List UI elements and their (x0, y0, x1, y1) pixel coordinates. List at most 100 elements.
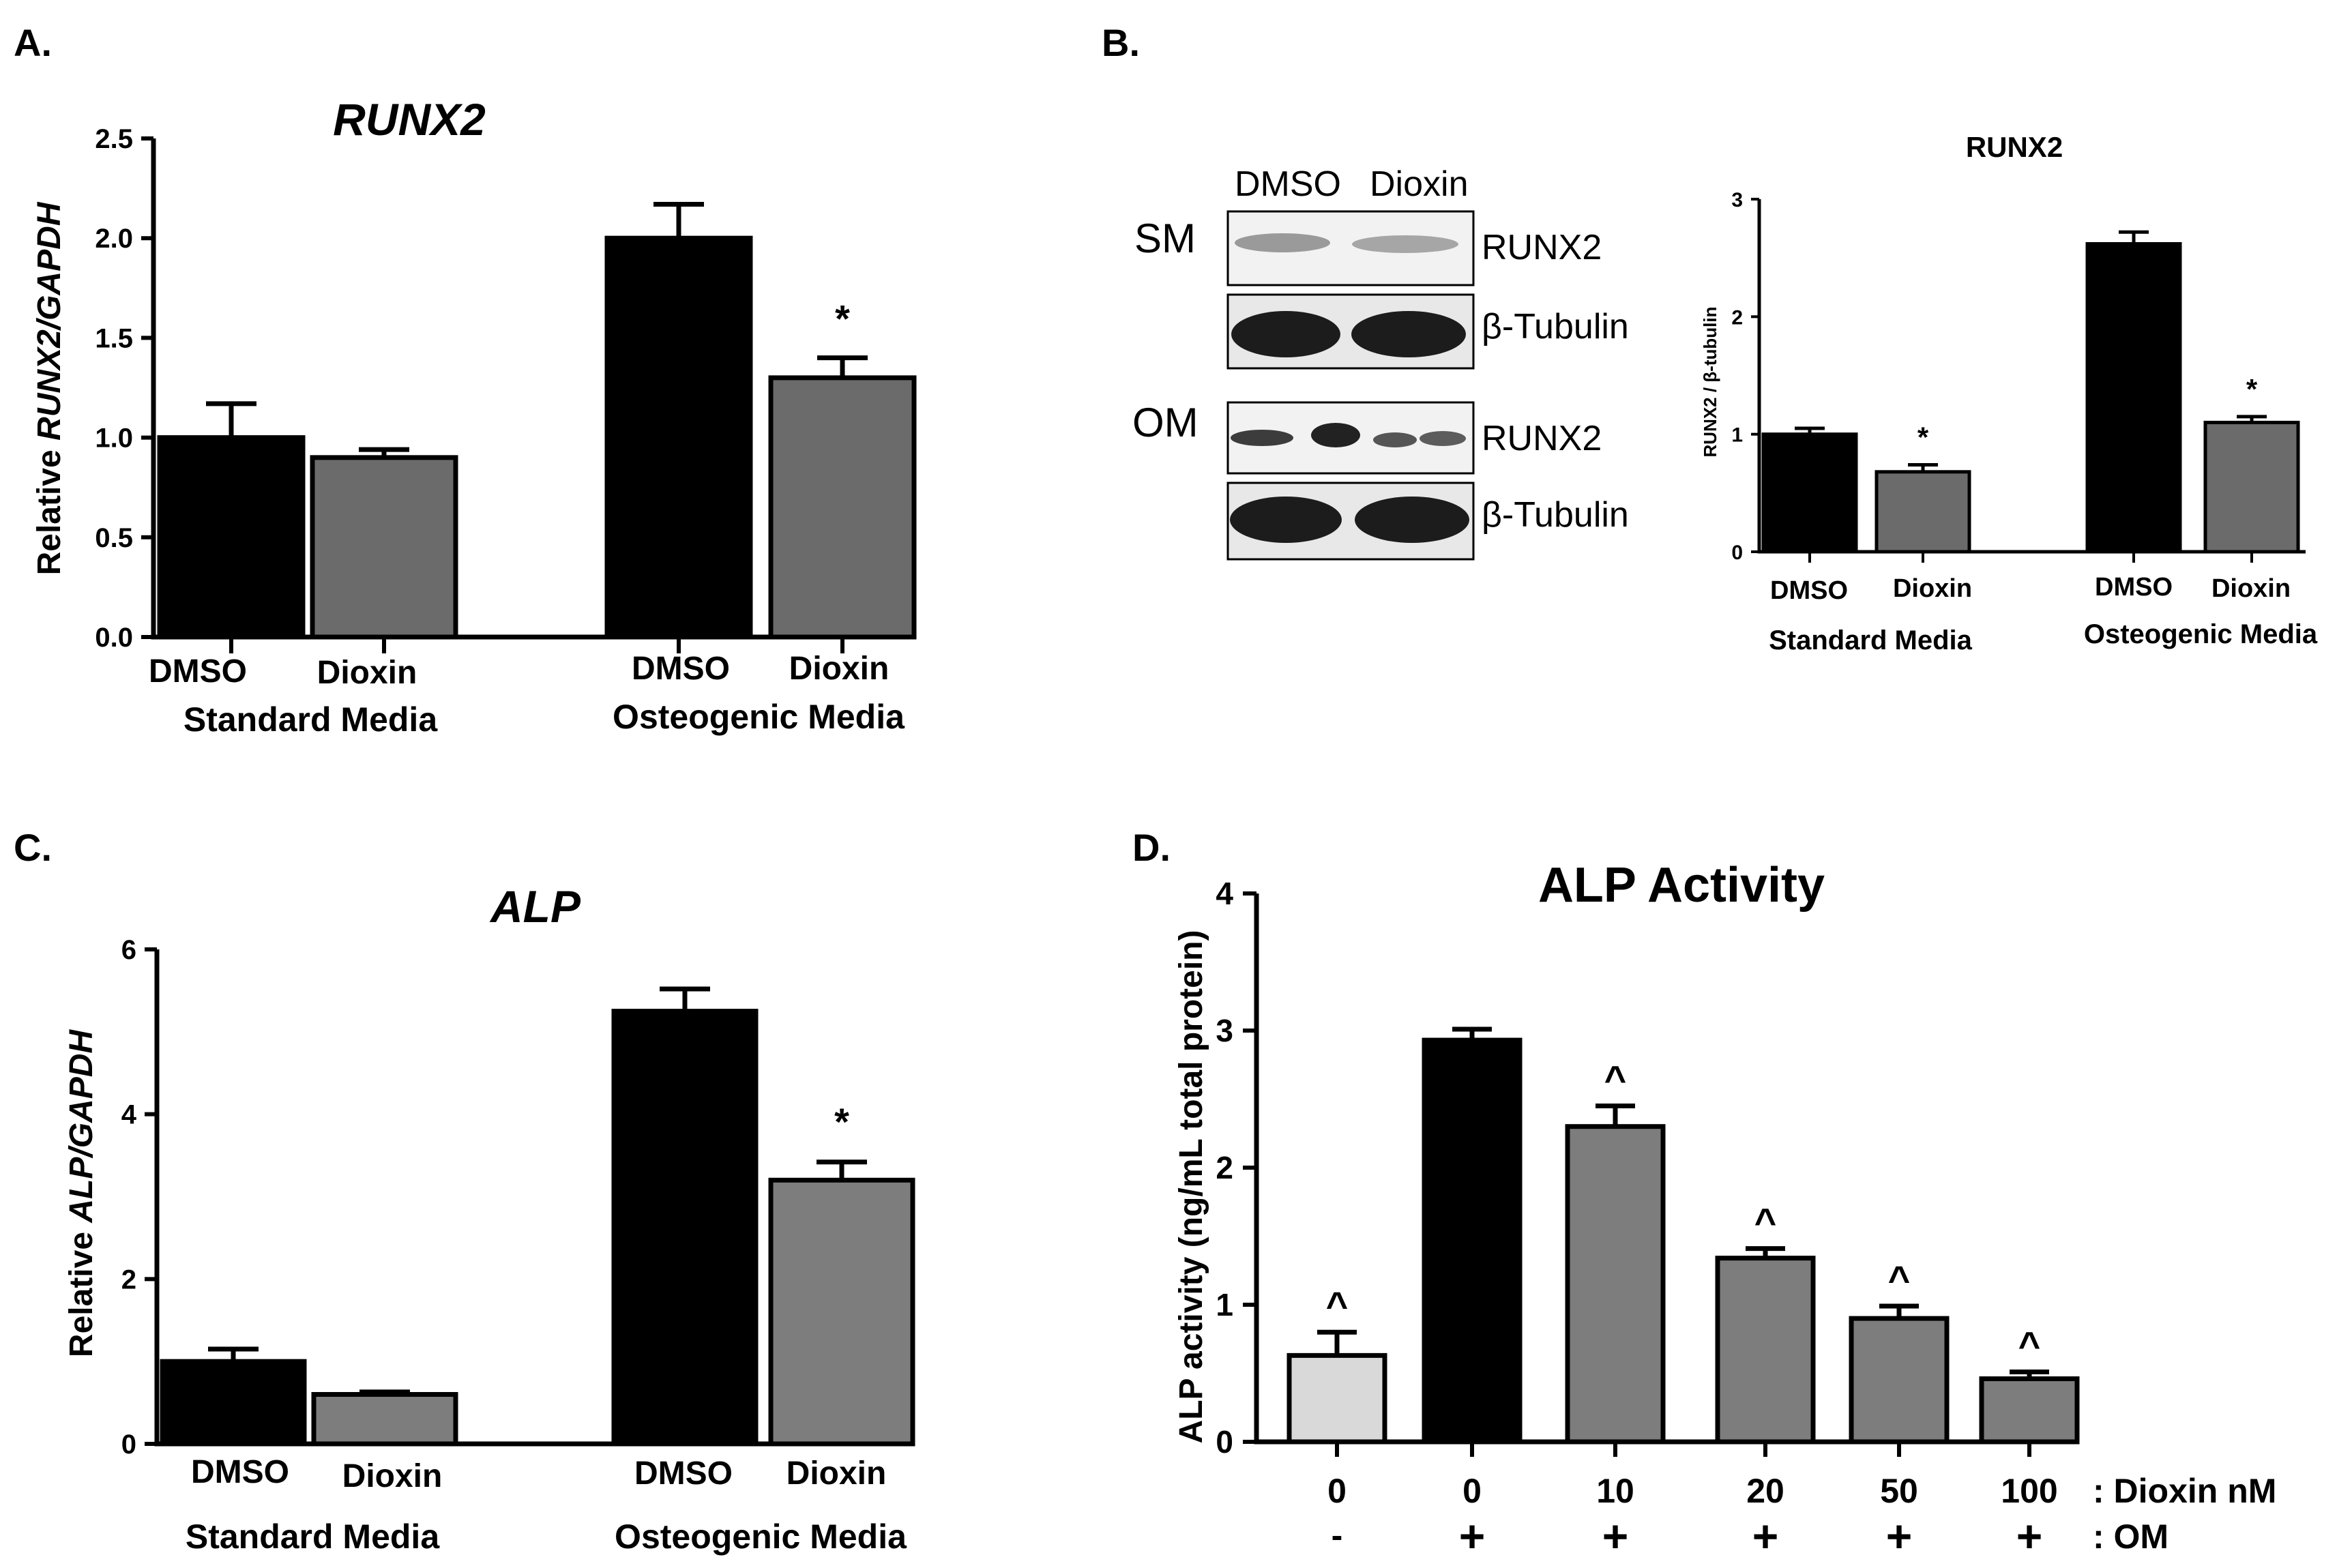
bar (1422, 1037, 1523, 1445)
dioxin-dose-label: 100 (2001, 1472, 2057, 1510)
panel-a-title: RUNX2 (333, 94, 486, 145)
y-axis-label-gene: RUNX2/GAPDH (31, 201, 68, 441)
dioxin-dose-label: 50 (1880, 1472, 1918, 1510)
panel-a-category-label: Dioxin (789, 651, 890, 687)
bar (160, 1359, 307, 1447)
y-tick-label: 6 (121, 935, 136, 965)
blot-strip-sm-runx2 (1226, 210, 1475, 286)
panel-a-category-label: Dioxin (317, 655, 417, 691)
significance-mark: * (2246, 373, 2258, 405)
significance-mark: ^ (1754, 1200, 1777, 1243)
panel-d-y-axis-label: ALP activity (ng/mL total protein) (1173, 930, 1209, 1444)
bar (310, 455, 458, 640)
panel-c-category-label: Dioxin (787, 1455, 887, 1492)
panel-c-title: ALP (489, 881, 581, 932)
y-axis-label-gene: ALP/GAPDH (63, 1029, 100, 1224)
panel-a-category-label: DMSO (149, 653, 247, 690)
y-tick-label: 1.0 (95, 424, 133, 454)
om-label: + (2016, 1511, 2043, 1561)
panel-d-om-row-label: : OM (2093, 1518, 2169, 1556)
panel-c: C. ALP Relative ALP/GAPDH * 0 2 4 6 DMSO Di… (14, 826, 915, 1556)
panel-b-y-ticks: 0 1 2 3 (1731, 189, 1759, 564)
dioxin-dose-label: 20 (1746, 1472, 1784, 1510)
panel-b-y-axis-label: RUNX2 / β-tubulin (1700, 307, 1720, 458)
panel-c-category-label: Dioxin (342, 1458, 443, 1494)
y-tick-label: 3 (1731, 189, 1743, 211)
bar (768, 375, 917, 640)
blot-column-label: DMSO (1235, 164, 1341, 204)
y-tick-label: 0.5 (95, 523, 133, 553)
bar (604, 235, 753, 640)
panel-b-title: RUNX2 (1966, 131, 2063, 163)
panel-b: B. DMSO Dioxin SM OM RUNX2 β-Tubulin (1102, 21, 2318, 655)
significance-mark: * (1917, 421, 1929, 453)
panel-a-group-label: Osteogenic Media (613, 698, 905, 736)
panel-d: D. ALP Activity ALP activity (ng/mL tota… (1132, 826, 2276, 1561)
y-tick-label: 1 (1731, 424, 1743, 447)
panel-d-dose-labels: 0-0+10+20+50+100+ (1327, 1472, 2058, 1561)
om-label: + (1886, 1511, 1913, 1561)
bar (1979, 1376, 2080, 1445)
blot-band-label: β-Tubulin (1482, 495, 1629, 535)
y-tick-label: 4 (121, 1100, 137, 1130)
bar (1761, 432, 1858, 554)
panel-letter-d: D. (1132, 826, 1171, 869)
panel-a-y-axis-label-text: Relative (31, 441, 68, 575)
panel-a-category-label: DMSO (632, 651, 730, 687)
panel-c-marks: * (154, 949, 915, 1447)
panel-b-group-label: Standard Media (1769, 625, 1973, 655)
dioxin-dose-label: 10 (1596, 1472, 1634, 1510)
panel-b-group-label: Osteogenic Media (2084, 619, 2318, 649)
panel-letter-b: B. (1102, 21, 1140, 64)
y-tick-label: 1.5 (95, 323, 133, 353)
panel-c-group-label: Standard Media (186, 1518, 440, 1556)
panel-c-category-label: DMSO (191, 1454, 289, 1490)
y-tick-label: 2 (121, 1264, 136, 1295)
y-tick-label: 1 (1216, 1287, 1233, 1322)
bar (1715, 1256, 1816, 1445)
panel-c-y-axis-label: Relative ALP/GAPDH (63, 1029, 100, 1357)
y-tick-label: 2 (1216, 1150, 1233, 1185)
y-tick-label: 2.0 (95, 224, 133, 254)
blot-strip-sm-tubulin (1226, 293, 1475, 370)
blot-band-label: β-Tubulin (1482, 307, 1629, 346)
significance-mark: ^ (1888, 1258, 1911, 1301)
panel-c-y-axis-label-text: Relative (63, 1223, 100, 1357)
y-tick-label: 4 (1216, 876, 1233, 911)
panel-a-group-label: Standard Media (183, 700, 438, 739)
bar (1287, 1352, 1387, 1445)
bar (1565, 1124, 1666, 1445)
panel-a-y-ticks: 0.0 0.5 1.0 1.5 2.0 2.5 (95, 124, 153, 653)
panel-d-y-ticks: 0 1 2 3 4 (1216, 876, 1256, 1460)
om-label: + (1602, 1511, 1629, 1561)
bar (311, 1392, 458, 1447)
bar (2085, 241, 2182, 554)
blot-band-label: RUNX2 (1482, 419, 1602, 458)
bar (1875, 470, 1971, 554)
blot-strip-om-tubulin (1226, 482, 1475, 561)
y-tick-label: 0.0 (95, 623, 133, 653)
significance-mark: ^ (1604, 1058, 1627, 1101)
significance-mark: * (835, 297, 850, 340)
panel-letter-a: A. (14, 21, 52, 64)
panel-d-marks: ^ ^ ^ ^ ^ (1254, 893, 2080, 1457)
significance-mark: * (834, 1100, 849, 1143)
panel-b-category-label: Dioxin (2211, 574, 2291, 603)
western-blot: DMSO Dioxin SM OM RUNX2 β-Tubulin (1132, 164, 1629, 561)
dioxin-dose-label: 0 (1462, 1472, 1482, 1510)
significance-mark: ^ (2018, 1323, 2041, 1366)
panel-d-title: ALP Activity (1538, 858, 1825, 913)
y-tick-label: 2 (1731, 306, 1743, 329)
blot-column-label: Dioxin (1370, 164, 1469, 204)
om-label: - (1332, 1516, 1343, 1554)
panel-d-dioxin-row-label: : Dioxin nM (2093, 1472, 2276, 1510)
y-tick-label: 2.5 (95, 124, 133, 154)
bar (157, 435, 306, 640)
blot-strip-om-runx2 (1226, 401, 1475, 475)
panel-b-marks: ** (1757, 199, 2306, 563)
panel-b-category-label: Dioxin (1893, 574, 1972, 603)
y-tick-label: 0 (121, 1430, 136, 1460)
blot-condition-label: SM (1134, 216, 1196, 261)
panel-c-group-label: Osteogenic Media (615, 1518, 907, 1556)
